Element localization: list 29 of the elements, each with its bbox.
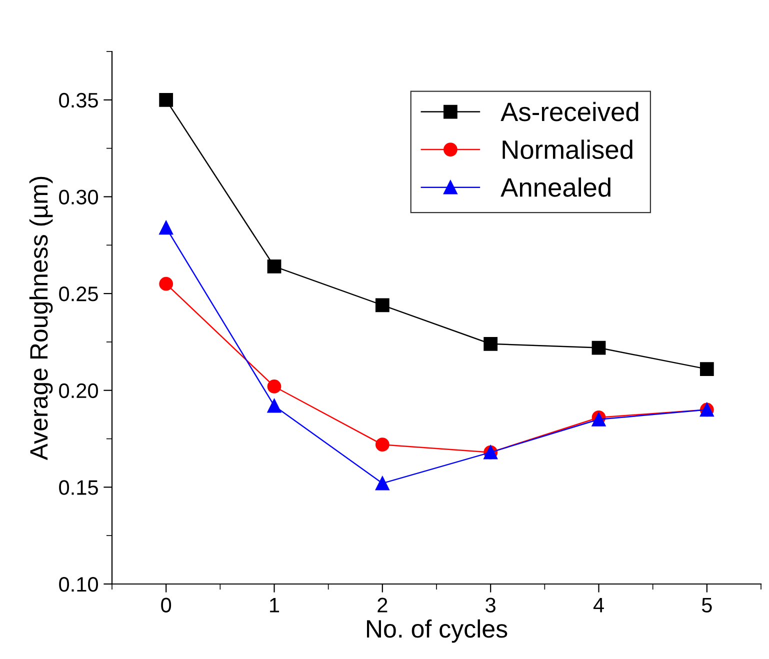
point — [375, 298, 390, 312]
y-tick-label: 0.35 — [59, 92, 98, 108]
point — [700, 362, 714, 376]
x-tick-label: 3 — [486, 598, 496, 612]
x-tick-label: 1 — [270, 598, 280, 612]
point — [267, 398, 282, 413]
point — [375, 476, 390, 490]
y-tick-label: 0.15 — [59, 480, 98, 495]
y-tick-label: 0.20 — [59, 383, 98, 398]
y-tick-label: 0.30 — [59, 190, 98, 204]
point — [267, 259, 282, 274]
legend-label: Annealed — [500, 177, 610, 197]
legend-label: As-received — [500, 102, 638, 122]
point — [592, 340, 606, 355]
point — [159, 276, 174, 291]
point — [267, 380, 282, 394]
x-tick-label: 5 — [702, 598, 712, 612]
y-tick-label: 0.10 — [59, 577, 98, 592]
legend-label: Normalised — [502, 140, 632, 160]
point — [159, 92, 174, 107]
y-axis-title: Average Roughness (µm) — [29, 176, 53, 460]
x-tick-label: 0 — [161, 598, 172, 612]
y-tick-label: 0.25 — [59, 286, 98, 302]
point — [375, 438, 390, 452]
x-axis-title: No. of cycles — [367, 619, 508, 643]
x-tick-label: 4 — [593, 598, 604, 612]
point — [159, 220, 174, 235]
x-tick-label: 2 — [378, 598, 388, 612]
point — [484, 336, 498, 351]
